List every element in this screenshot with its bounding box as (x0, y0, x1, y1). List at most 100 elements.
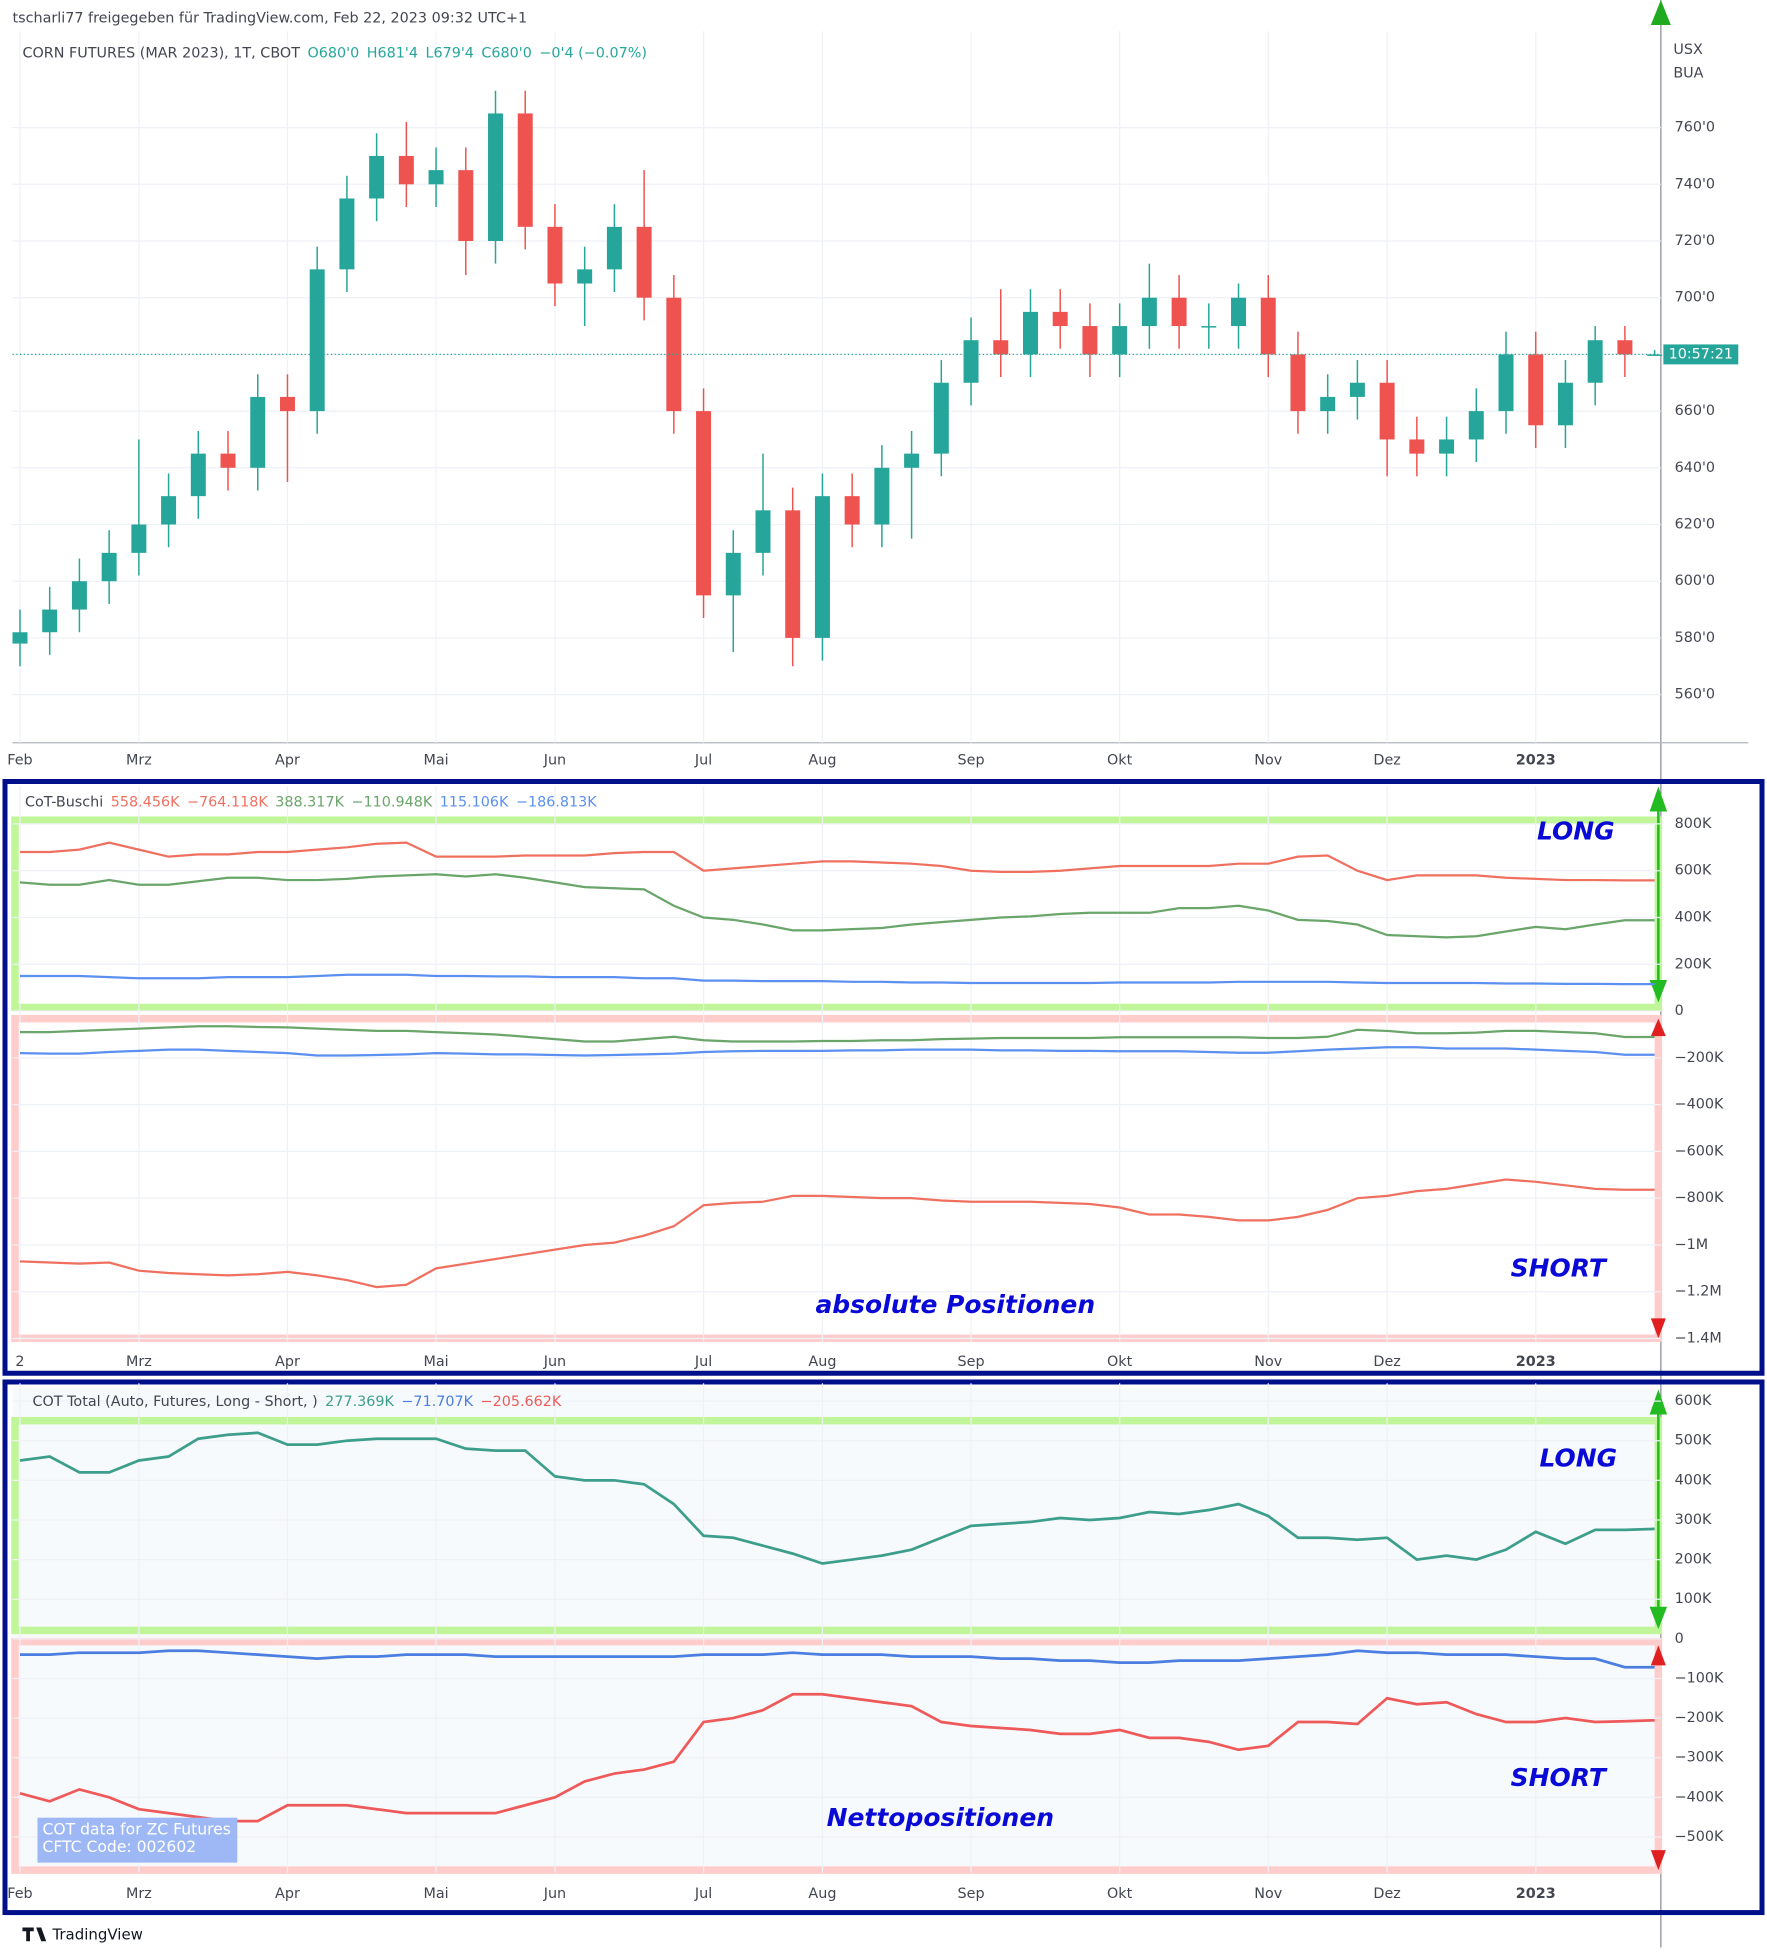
y-tick-label: −200K (1675, 1710, 1724, 1726)
candle-body (369, 155, 385, 199)
x-tick-label: Dez (1373, 1354, 1400, 1370)
candle-body (725, 552, 741, 596)
annotation: LONG (1539, 1443, 1617, 1472)
ohlc-label: H681'4 (367, 46, 418, 62)
y-tick-label: 0 (1675, 1631, 1684, 1647)
x-tick-label: Sep (958, 1886, 985, 1902)
annotation: Nettopositionen (827, 1803, 1054, 1832)
axis-unit: BUA (1673, 66, 1703, 82)
x-tick-label: Jul (694, 752, 712, 768)
y-tick-label: 560'0 (1675, 687, 1715, 703)
candle-body (250, 396, 266, 468)
candle-body (547, 226, 563, 284)
footer-brand: TradingView (51, 1926, 142, 1944)
candle-body (1201, 326, 1217, 328)
x-tick-label: Mrz (126, 1886, 152, 1902)
ohlc-label: C680'0 (481, 46, 531, 62)
y-tick-label: 200K (1675, 956, 1712, 972)
arrow-head (1649, 786, 1668, 812)
legend-value: −205.662K (481, 1394, 562, 1410)
candle-body (606, 226, 622, 270)
candle-body (309, 269, 325, 412)
x-tick-label: Feb (7, 752, 32, 768)
y-tick-label: −1.4M (1675, 1331, 1722, 1347)
x-tick-label: Apr (275, 1354, 300, 1370)
candle-body (458, 170, 474, 242)
arrow-head (1650, 1850, 1666, 1871)
candle-body (398, 155, 414, 185)
candle-body (1379, 382, 1395, 440)
y-tick-label: 700'0 (1675, 290, 1715, 306)
x-tick-label: Dez (1373, 752, 1400, 768)
candle-body (488, 113, 504, 242)
x-tick-label: 2 (15, 1354, 24, 1370)
x-tick-label: Nov (1254, 752, 1283, 768)
y-tick-label: 800K (1675, 816, 1712, 832)
x-tick-label: Sep (958, 752, 985, 768)
pane-title: CoT-Buschi (25, 795, 103, 811)
x-tick-label: Jun (543, 752, 566, 768)
x-tick-label: Dez (1373, 1886, 1400, 1902)
annotation: absolute Positionen (815, 1290, 1095, 1319)
x-tick-label: Mai (423, 752, 448, 768)
x-tick-label: Mrz (126, 752, 152, 768)
y-tick-label: 580'0 (1675, 630, 1715, 646)
x-tick-label: Sep (958, 1354, 985, 1370)
x-tick-label: Jul (694, 1354, 712, 1370)
ohlc-label: L679'4 (425, 46, 473, 62)
candle-body (1409, 439, 1425, 454)
y-tick-label: 400K (1675, 909, 1712, 925)
x-tick-label: 2023 (1516, 1886, 1556, 1902)
annotation: SHORT (1511, 1254, 1608, 1283)
chart-title: CORN FUTURES (MAR 2023), 1T, CBOT (22, 46, 300, 62)
x-tick-label: Apr (275, 752, 300, 768)
y-tick-label: −400K (1675, 1097, 1724, 1113)
candle-body (785, 510, 801, 638)
legend-value: −71.707K (401, 1394, 473, 1410)
series-line (19, 1025, 1655, 1043)
candle-body (874, 467, 890, 525)
y-tick-label: −600K (1675, 1143, 1724, 1159)
tradingview-logo (22, 1927, 47, 1942)
series-line (19, 973, 1655, 986)
candle-body (993, 340, 1009, 355)
candle-body (1439, 439, 1455, 454)
candle-body (1141, 297, 1157, 327)
candle-body (1260, 297, 1276, 355)
candle-body (1557, 382, 1573, 426)
series-line (19, 841, 1655, 882)
candle-body (1082, 326, 1098, 355)
pane-frame (2, 1379, 1765, 1916)
candle-body (666, 297, 682, 412)
candle-body (1617, 340, 1633, 355)
candle-body (101, 552, 117, 582)
x-tick-label: Okt (1107, 752, 1133, 768)
y-tick-label: 760'0 (1675, 120, 1715, 136)
y-tick-label: 620'0 (1675, 517, 1715, 533)
arrow-head (1649, 1606, 1668, 1630)
x-tick-label: Mai (423, 1886, 448, 1902)
ohlc-label: −0'4 (−0.07%) (539, 46, 647, 62)
y-tick-label: 300K (1675, 1512, 1712, 1528)
x-tick-label: Mrz (126, 1354, 152, 1370)
candle-body (636, 226, 652, 298)
candle-body (1022, 311, 1038, 355)
y-tick-label: 0 (1675, 1003, 1684, 1019)
series-line (19, 1431, 1655, 1565)
price-label-box (1663, 344, 1739, 365)
x-tick-label: Jun (543, 1886, 566, 1902)
y-tick-label: 600K (1675, 1393, 1712, 1409)
series-line (19, 1649, 1655, 1669)
candle-body (1349, 382, 1365, 397)
candle-body (577, 269, 593, 284)
candle-body (1290, 354, 1306, 412)
candle-body (279, 396, 295, 412)
pane-frame (2, 779, 1765, 1376)
note-text: CFTC Code: 002602 (42, 1838, 196, 1856)
y-tick-label: 660'0 (1675, 403, 1715, 419)
legend-value: −110.948K (351, 795, 432, 811)
x-tick-label: Apr (275, 1886, 300, 1902)
legend-value: 388.317K (275, 795, 344, 811)
candle-body (1528, 354, 1544, 426)
